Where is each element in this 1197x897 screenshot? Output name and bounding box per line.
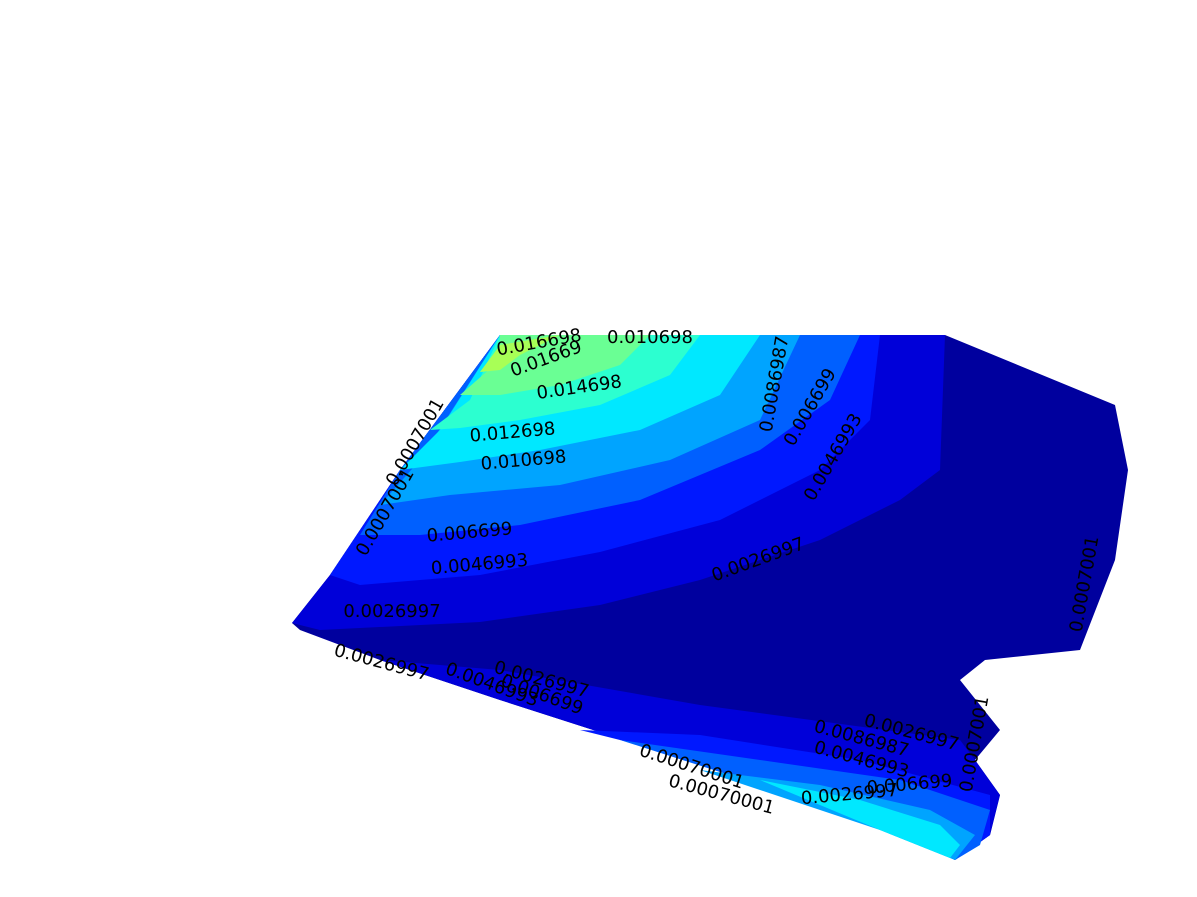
contour-band-8 (480, 335, 560, 372)
contour-level-label: 0.010698 (607, 327, 693, 348)
contour-fill-group (292, 335, 1128, 860)
contour-lower-band-5 (760, 780, 960, 858)
contour-level-label: 0.0026997 (343, 601, 440, 622)
